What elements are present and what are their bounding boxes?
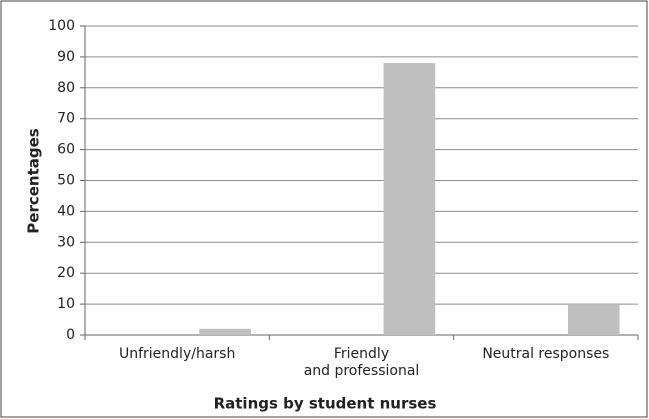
y-tick-label: 0 — [66, 327, 75, 343]
y-tick-label: 10 — [57, 296, 75, 312]
y-tick-label: 60 — [57, 142, 75, 158]
x-tick-label: Unfriendly/harsh — [118, 346, 236, 362]
y-tick-label: 100 — [48, 18, 75, 34]
x-tick-label: Friendly and professional — [303, 346, 420, 379]
bar — [567, 304, 620, 335]
x-tick-label: Neutral responses — [482, 346, 610, 362]
y-tick-label: 80 — [57, 80, 75, 96]
bar — [199, 328, 251, 335]
y-tick-label: 30 — [57, 234, 75, 250]
y-tick-label: 90 — [57, 49, 75, 65]
bar — [383, 63, 436, 336]
x-axis-title: Ratings by student nurses — [214, 395, 437, 413]
y-tick-label: 50 — [57, 173, 75, 189]
y-axis-title: Percentages — [25, 128, 43, 234]
y-tick-label: 40 — [57, 203, 75, 219]
y-tick-label: 20 — [57, 265, 75, 281]
y-tick-label: 70 — [57, 111, 75, 127]
